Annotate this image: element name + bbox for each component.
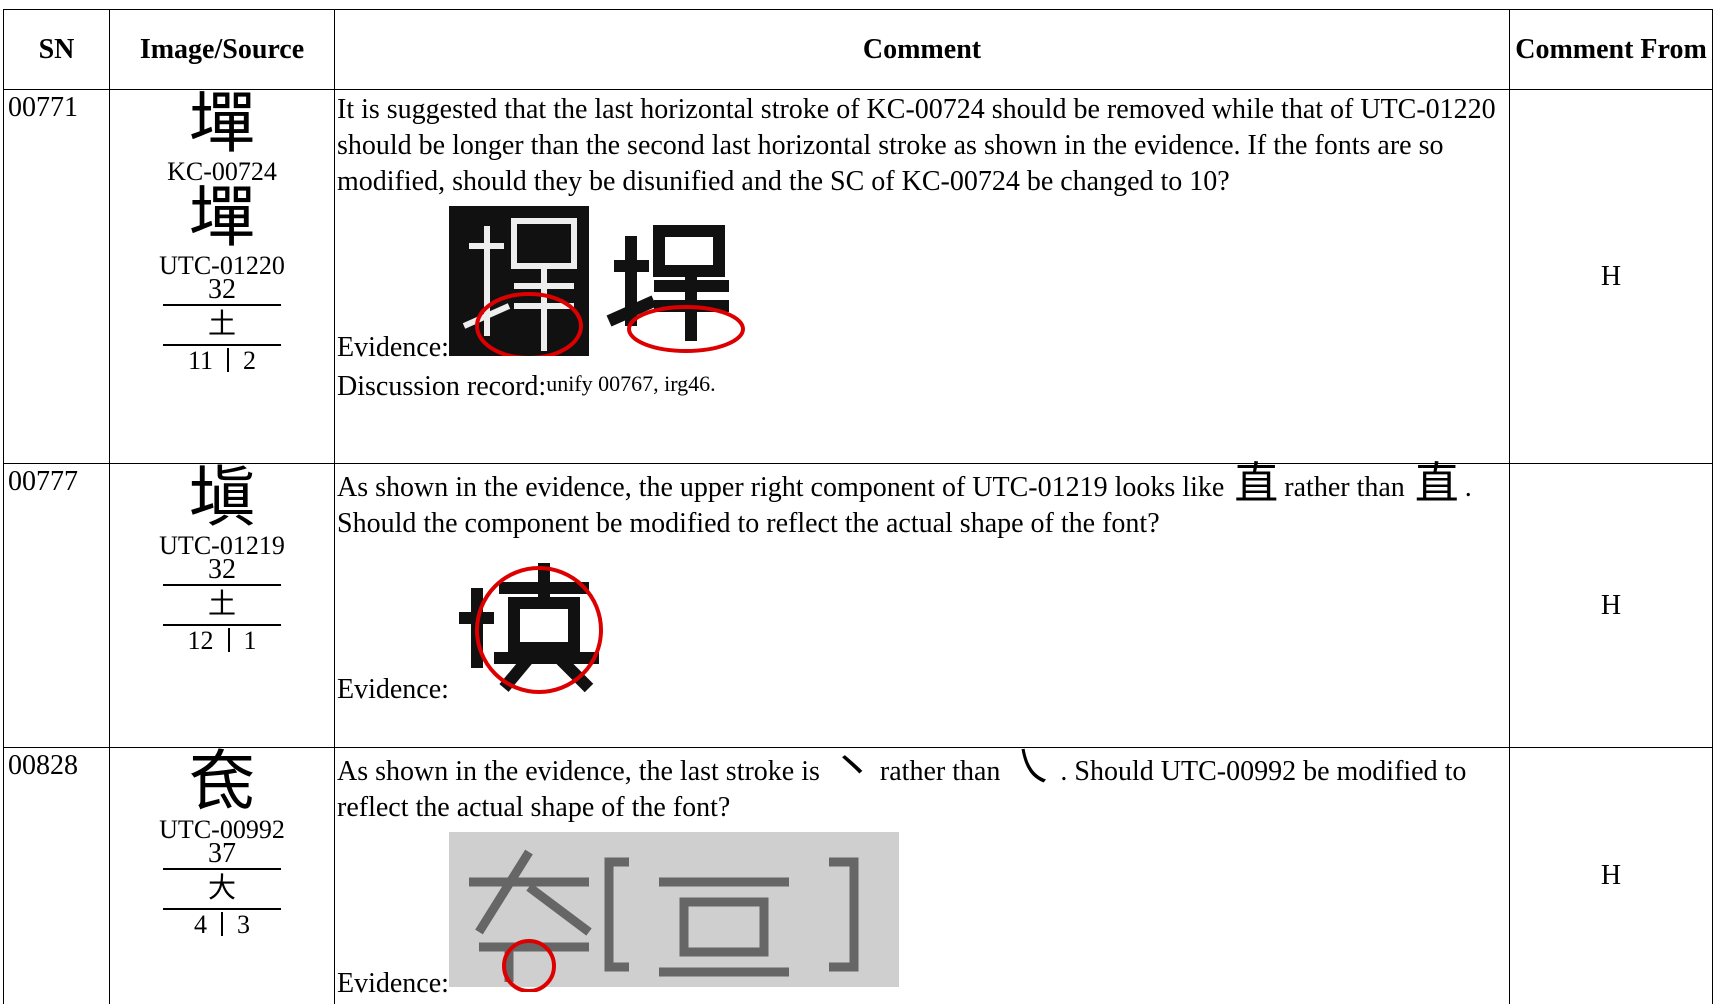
stroke-count: 3 (237, 910, 250, 939)
evidence-art (449, 548, 609, 708)
source-glyph: 奃 (189, 746, 255, 819)
stroke-count: 12 (187, 626, 214, 655)
table-body: 00771 墠 KC-00724 墠 UTC-01220 32 土 11 2 It is sugg… (3, 88, 1713, 1004)
rule (163, 344, 281, 346)
serial-number: 00777 (3, 463, 110, 748)
table-row: 00828 奃 UTC-00992 37 大 4 3 As shown in the evid… (3, 746, 1713, 1004)
source-glyph: 墠 (189, 182, 255, 255)
rule (163, 908, 281, 910)
source-label: UTC-01220 (159, 251, 285, 280)
comment-from: H (1509, 747, 1713, 1004)
evidence-label: Evidence: (337, 674, 449, 705)
evidence: Evidence: (337, 206, 1507, 366)
separator (227, 348, 230, 372)
evidence: Evidence: (337, 548, 1507, 708)
evidence-image (448, 832, 899, 993)
comment-from: H (1509, 89, 1713, 464)
evidence-art (448, 832, 899, 1002)
comment: As shown in the evidence, the last strok… (334, 746, 1510, 1004)
inline-glyph: ㇔ (829, 743, 874, 792)
stroke-count: 2 (243, 346, 257, 375)
rule (163, 304, 281, 306)
comment-part: As shown in the evidence, the last strok… (337, 756, 820, 787)
evidence: Evidence: (337, 832, 1507, 1002)
comment-part: rather than (1284, 472, 1405, 503)
comment-part: . Should UTC-00992 be modified to reflec… (337, 756, 1467, 823)
stroke-count: 1 (243, 626, 257, 655)
comment-part: It is suggested that the last horizontal… (337, 94, 1496, 197)
radical-number: 32 (208, 554, 236, 585)
source-label: UTC-01219 (159, 531, 285, 560)
discussion-label: Discussion record: (337, 371, 547, 402)
comment-part: As shown in the evidence, the upper righ… (337, 472, 1225, 503)
image-source: 奃 UTC-00992 37 大 4 3 (109, 746, 335, 1004)
evidence-label: Evidence: (337, 968, 449, 999)
stroke-count: 11 (187, 346, 214, 375)
source-label: UTC-00992 (159, 815, 285, 844)
inline-glyph: 直 (1414, 459, 1459, 508)
source-glyph: 墠 (189, 88, 255, 161)
table-row: 00777 塡 UTC-01219 32 土 12 1 As shown in the evi… (3, 462, 1713, 748)
evidence-art (448, 206, 749, 366)
stroke-counts: 11 2 (110, 348, 334, 374)
inline-glyph: ㇏ (1010, 743, 1055, 792)
comment-part: . Should the component be modified to re… (337, 472, 1472, 539)
stroke-counts: 12 1 (110, 628, 334, 654)
separator (227, 628, 230, 652)
rule (163, 584, 281, 586)
inline-glyph: 直 (1234, 459, 1279, 508)
image-source: 墠 KC-00724 墠 UTC-01220 32 土 11 2 (109, 88, 335, 464)
serial-number: 00771 (3, 89, 110, 464)
separator (221, 912, 223, 936)
comment-text: As shown in the evidence, the upper righ… (337, 462, 1507, 542)
evidence-image (458, 563, 603, 694)
radical-number: 32 (208, 274, 236, 305)
stroke-count: 4 (194, 910, 207, 939)
comment: As shown in the evidence, the upper righ… (334, 462, 1510, 748)
column-header: Comment From (1509, 9, 1713, 90)
serial-number: 00828 (3, 747, 110, 1004)
comment: It is suggested that the last horizontal… (334, 89, 1510, 464)
source-glyph: 塡 (189, 462, 255, 535)
comment-text: As shown in the evidence, the last strok… (337, 746, 1507, 826)
column-header: Image/Source (109, 9, 335, 90)
discussion: Discussion record:unify 00767, irg46. (337, 366, 1507, 405)
rule (163, 624, 281, 626)
header-row: SN Image/Source Comment Comment From (3, 9, 1713, 90)
radical: 土 (207, 589, 236, 620)
radical: 大 (207, 873, 236, 904)
source-label: KC-00724 (167, 157, 277, 186)
comment-part: rather than (879, 756, 1001, 787)
rule (163, 868, 281, 870)
comment-text: It is suggested that the last horizontal… (337, 92, 1507, 200)
image-source: 塡 UTC-01219 32 土 12 1 (109, 462, 335, 748)
evidence-label: Evidence: (337, 332, 449, 363)
column-header: Comment (334, 9, 1510, 90)
radical-number: 37 (208, 838, 236, 869)
discussion-text: unify 00767, irg46. (546, 371, 716, 396)
column-header: SN (3, 9, 110, 90)
comment-table: SN Image/Source Comment Comment From 00771 墠… (3, 9, 1713, 1004)
evidence-image (448, 206, 745, 360)
comment-from: H (1509, 463, 1713, 748)
radical: 土 (207, 309, 236, 340)
table-row: 00771 墠 KC-00724 墠 UTC-01220 32 土 11 2 It is sugg… (3, 88, 1713, 464)
